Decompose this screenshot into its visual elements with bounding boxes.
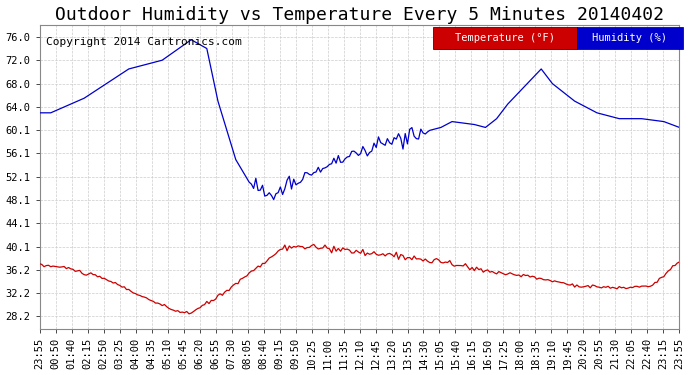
Text: Temperature (°F): Temperature (°F) — [455, 33, 555, 43]
Text: Humidity (%): Humidity (%) — [592, 33, 667, 43]
Title: Outdoor Humidity vs Temperature Every 5 Minutes 20140402: Outdoor Humidity vs Temperature Every 5 … — [55, 6, 664, 24]
Bar — [433, 27, 577, 50]
Text: Copyright 2014 Cartronics.com: Copyright 2014 Cartronics.com — [46, 37, 242, 47]
Bar — [577, 27, 682, 50]
